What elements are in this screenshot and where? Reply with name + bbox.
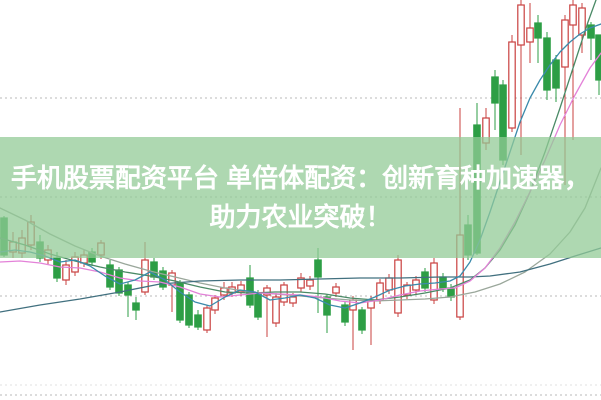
banner-headline-line2: 助力农业突破！: [209, 201, 392, 232]
promo-banner: 手机股票配资平台 单倍体配资：创新育种加速器， 助力农业突破！: [0, 137, 601, 258]
banner-headline-line1: 手机股票配资平台 单倍体配资：创新育种加速器，: [10, 162, 591, 193]
